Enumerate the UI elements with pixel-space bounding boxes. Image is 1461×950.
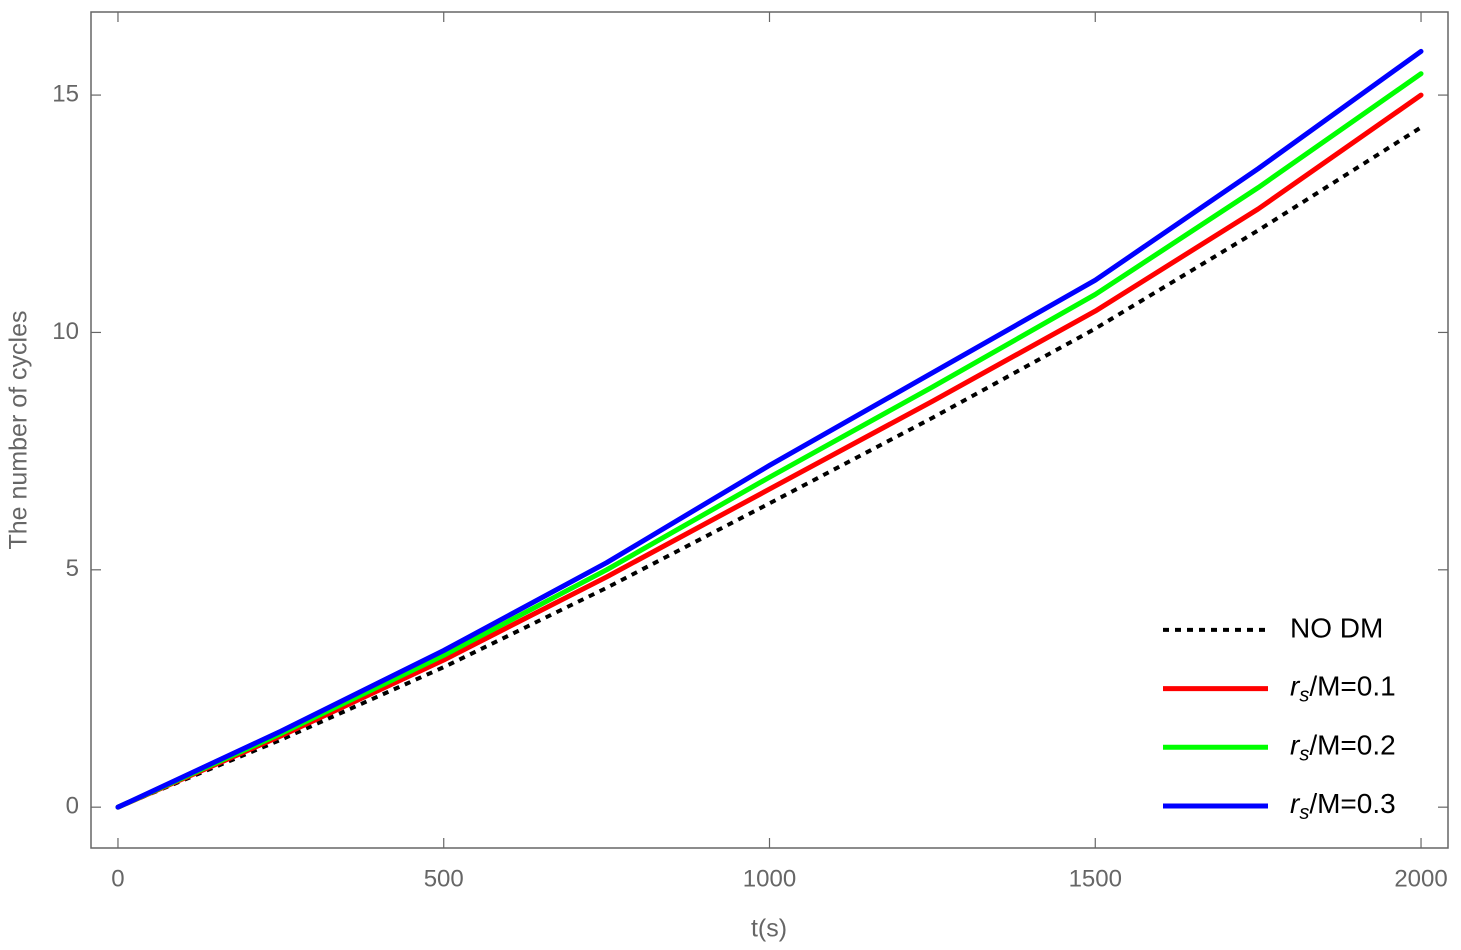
y-tick-label: 5 — [66, 555, 79, 582]
legend-label: rs/M=0.2 — [1290, 730, 1396, 766]
series-line — [115, 71, 1424, 810]
x-tick-label: 1000 — [743, 865, 796, 892]
series-line — [115, 92, 1424, 810]
legend-label: rs/M=0.3 — [1290, 788, 1396, 824]
y-tick-label: 15 — [52, 80, 79, 107]
legend-label: rs/M=0.1 — [1290, 671, 1396, 707]
y-axis-label: The number of cycles — [5, 311, 33, 550]
x-tick-label: 0 — [111, 865, 124, 892]
x-tick-label: 500 — [424, 865, 464, 892]
x-tick-label: 1500 — [1069, 865, 1122, 892]
y-tick-label: 10 — [52, 318, 79, 345]
x-axis-label: t(s) — [751, 915, 787, 943]
legend-label: NO DM — [1290, 612, 1383, 643]
series-line — [115, 48, 1424, 810]
x-tick-label: 2000 — [1394, 865, 1447, 892]
y-tick-label: 0 — [66, 793, 79, 820]
series-line — [117, 125, 1423, 810]
